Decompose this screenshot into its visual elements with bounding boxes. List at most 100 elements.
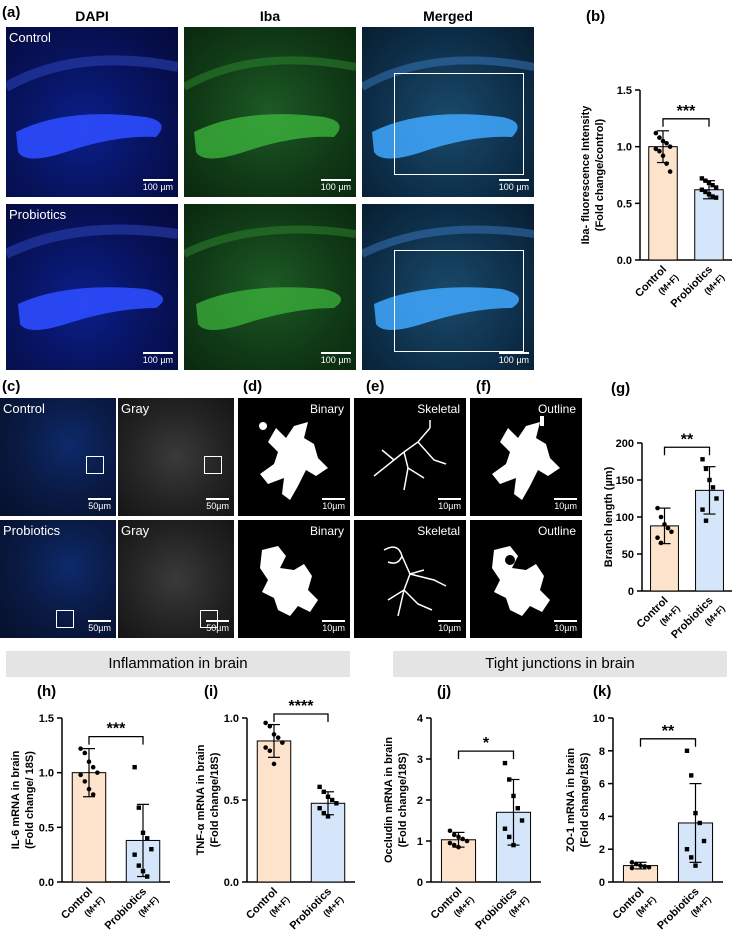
skeletal-control: Skeletal 10µm [354, 398, 466, 516]
y-axis-label: ZO-1 mRNA in brain [565, 748, 577, 852]
hippocampus-shape [6, 55, 178, 159]
data-point [703, 518, 709, 523]
data-point [710, 183, 715, 188]
data-point [714, 496, 719, 501]
data-point [507, 777, 512, 782]
y-tick-label: 0.0 [224, 877, 239, 889]
data-point [321, 810, 327, 816]
y-tick-label: 4 [417, 713, 424, 725]
data-point [321, 789, 327, 794]
data-point [689, 855, 694, 860]
data-point [693, 810, 698, 816]
hippocampus-shape [184, 56, 356, 159]
data-point [700, 507, 705, 512]
scale-bar: 10µm [554, 498, 577, 511]
scale-bar: 50µm [88, 620, 111, 633]
micrograph-merged-probiotics: 100 µm [362, 204, 534, 370]
data-point [667, 169, 673, 174]
outline-label: Outline [537, 524, 576, 538]
microglia-outline-shape [492, 416, 560, 500]
scale-bar: 10µm [554, 620, 577, 633]
data-point [86, 786, 92, 792]
data-point [703, 189, 708, 195]
data-point [707, 477, 712, 483]
micrograph-dapi-control: Control 100 µm [6, 27, 178, 197]
data-point [334, 801, 339, 806]
y-tick-label: 0.5 [617, 198, 632, 210]
column-header-merged: Merged [423, 8, 473, 24]
data-point [144, 836, 150, 841]
data-point [136, 863, 142, 868]
hippocampus-shape [6, 224, 178, 330]
data-point [82, 779, 88, 784]
data-point [460, 836, 466, 842]
data-point [629, 865, 635, 871]
row-label-probiotics: Probiotics [9, 207, 67, 222]
data-point [662, 522, 667, 527]
data-point [710, 485, 716, 490]
significance-stars: **** [289, 700, 315, 715]
y-tick-label: 2 [417, 795, 423, 807]
data-point [713, 195, 719, 200]
data-point [658, 514, 664, 520]
data-point [684, 748, 690, 753]
data-point [633, 861, 639, 867]
data-point [664, 140, 669, 146]
scale-bar: 50µm [206, 620, 229, 633]
scale-bar: 10µm [322, 620, 345, 633]
data-point [275, 735, 281, 740]
data-point [657, 135, 662, 140]
micrograph-c-gray-control: Gray 50µm [118, 398, 234, 516]
panel-label-e: (e) [366, 378, 385, 395]
data-point [703, 178, 708, 183]
panel-label-h: (h) [37, 683, 57, 700]
binary-label: Binary [309, 524, 344, 538]
y-tick-label: 0 [417, 877, 423, 889]
data-point [456, 844, 461, 850]
micrograph-iba-control: 100 µm [184, 27, 356, 197]
y-axis-label: TNF-α mRNA in brain [195, 744, 207, 855]
data-point [697, 820, 702, 826]
y-tick-label: 100 [616, 512, 634, 524]
chart-b: 0.0 0.5 1.0 1.5 Iba- fluorescence Intensity(… [580, 85, 732, 310]
micrograph-c-merged-probiotics: Probiotics 50µm [0, 520, 116, 638]
data-point [82, 750, 88, 756]
y-axis-label: Occludin mRNA in brain [383, 737, 395, 863]
bar-control [648, 146, 678, 261]
data-point [325, 794, 331, 799]
micrograph-c-gray-probiotics: Gray 50µm [118, 520, 234, 638]
y-axis-label: Branch length (µm) [603, 466, 615, 567]
hippocampus-shape [362, 56, 534, 159]
y-tick-label: 3 [417, 754, 423, 766]
micrograph-c-merged-control: Control 50µm [0, 398, 116, 516]
data-point [140, 830, 146, 835]
microglia-binary-shape [260, 546, 318, 616]
data-point [689, 773, 694, 778]
data-point [502, 760, 508, 766]
y-tick-label: 1.5 [39, 713, 54, 725]
data-point [451, 832, 457, 838]
y-axis-label: (Fold change/18S) [397, 752, 409, 847]
y-tick-label: 200 [616, 438, 634, 450]
data-point [86, 759, 92, 765]
roi-box [204, 456, 222, 474]
data-point [655, 535, 660, 541]
y-tick-label: 10 [593, 713, 605, 725]
data-point [646, 864, 652, 870]
data-point [653, 146, 659, 152]
data-point [78, 772, 83, 778]
data-point [280, 740, 285, 745]
chart-j: 0 1 2 3 4 Occludin mRNA in brain (Fold change/… [383, 713, 541, 932]
binary-label: Binary [309, 402, 344, 416]
scale-bar: 100 µm [320, 352, 351, 365]
scale-bar: 10µm [438, 620, 461, 633]
data-point [140, 868, 146, 874]
outline-label: Outline [537, 402, 576, 416]
scale-bar: 10µm [438, 498, 461, 511]
significance-bracket [639, 738, 697, 747]
hippocampus-shape [362, 225, 534, 330]
micrograph-iba-probiotics: 100 µm [184, 204, 356, 370]
significance-bracket [662, 118, 710, 127]
microglia-skeleton-shape [373, 420, 447, 491]
